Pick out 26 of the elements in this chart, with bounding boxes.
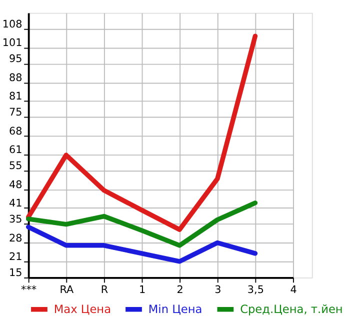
y-tick-label: 88 — [9, 72, 22, 84]
y-tick-label: 15 — [9, 267, 22, 280]
x-tick-label: *** — [21, 284, 37, 296]
y-tick-label: 68 — [9, 125, 22, 138]
y-tick-label: 48 — [9, 178, 22, 191]
x-tick-label: 3 — [214, 284, 222, 296]
y-tick-label: 21 — [9, 251, 22, 264]
y-tick-label: 28 — [9, 232, 22, 244]
y-tick-label: 55 — [9, 160, 22, 172]
legend-label: Min Цена — [148, 302, 202, 316]
y-tick-label: 61 — [9, 144, 22, 156]
y-tick-label: 35 — [9, 214, 22, 226]
y-tick-label: 41 — [9, 198, 22, 210]
x-tick-label: R — [100, 284, 108, 296]
y-tick-label: 95 — [9, 53, 22, 66]
legend-label: Сред.Цена, т.йен — [240, 302, 343, 316]
x-tick-label: 4 — [290, 284, 298, 296]
x-tick-label: RA — [60, 284, 74, 296]
y-tick-label: 81 — [9, 90, 22, 103]
y-tick-label: 101 — [2, 37, 22, 50]
x-tick-label: 1 — [138, 284, 146, 296]
x-tick-label: 3,5 — [247, 284, 264, 296]
y-tick-label: 75 — [9, 106, 22, 119]
legend-label: Max Цена — [54, 302, 112, 316]
x-tick-label: 2 — [176, 284, 184, 296]
y-tick-label: 108 — [2, 18, 22, 30]
